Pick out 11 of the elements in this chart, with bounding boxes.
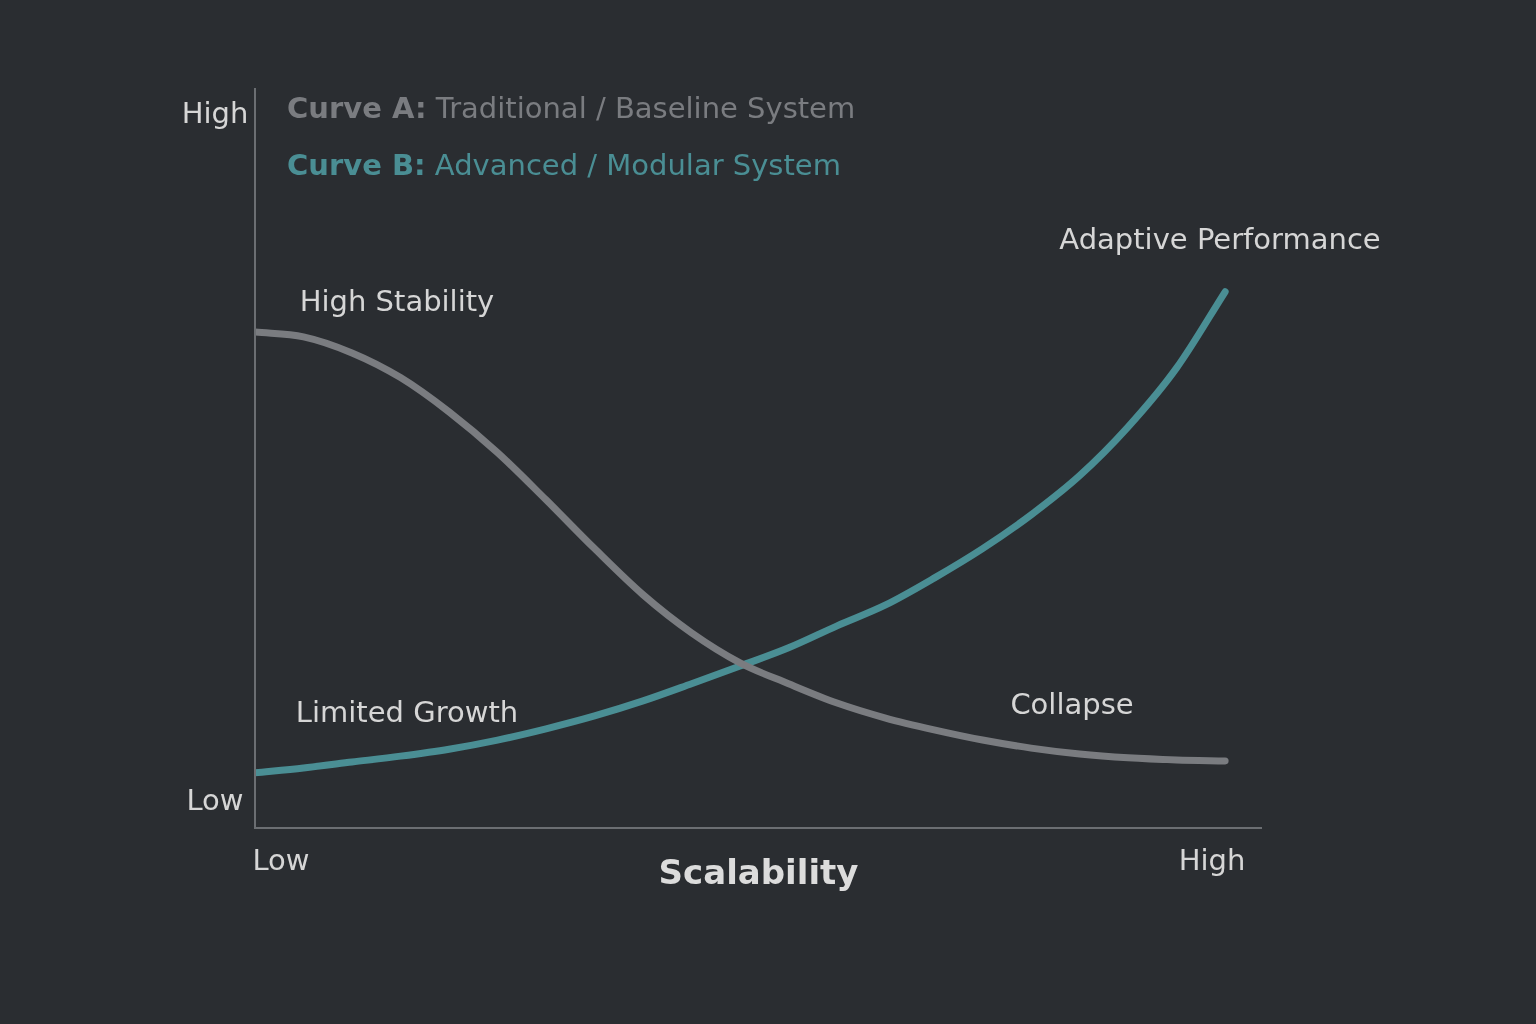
x-axis-title: Scalability	[658, 851, 859, 892]
text: High	[1178, 842, 1246, 877]
text: Low	[186, 782, 244, 817]
text: Adaptive Performance	[1059, 221, 1381, 256]
annotation: Limited Growth	[295, 694, 519, 729]
text: High	[181, 95, 249, 130]
text: Curve A: Traditional / Baseline System	[287, 91, 856, 125]
annotation: Collapse	[1010, 686, 1134, 721]
text: Low	[252, 842, 310, 877]
text: Curve B: Advanced / Modular System	[287, 148, 841, 182]
annotation: High Stability	[299, 283, 495, 318]
